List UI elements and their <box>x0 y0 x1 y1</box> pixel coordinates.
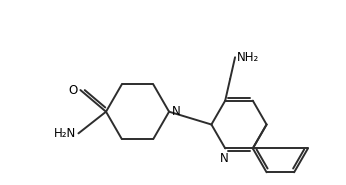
Text: N: N <box>172 105 181 118</box>
Text: N: N <box>220 152 229 165</box>
Text: NH₂: NH₂ <box>237 51 259 64</box>
Text: O: O <box>68 84 78 97</box>
Text: H₂N: H₂N <box>54 127 76 140</box>
